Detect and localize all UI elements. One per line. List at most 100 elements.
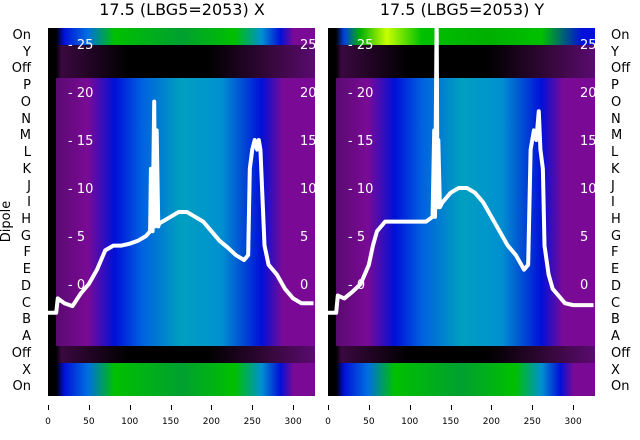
heatmap-x: - 25 25 - 20 20 - 15 15 - 10 10 - 5 5 - 0 0 — [48, 28, 315, 396]
inner-ytick-label: - 20 — [68, 86, 93, 101]
row-label: P — [611, 78, 619, 94]
band-on-top — [48, 28, 315, 45]
inner-ytick-label: - 20 — [348, 86, 373, 101]
xtick-label: 250 — [243, 417, 261, 427]
xtick-label: 100 — [401, 417, 419, 427]
xtick-mark — [252, 405, 254, 410]
row-label: O — [20, 94, 31, 110]
xtick-label: 300 — [564, 417, 582, 427]
row-label: On — [12, 28, 31, 43]
row-label: J — [27, 178, 31, 194]
row-label: C — [611, 295, 621, 311]
inner-ytick-label-right: 0 — [300, 278, 308, 293]
inner-ytick-label-right: 25 — [300, 38, 315, 53]
inner-ytick-label: - 5 — [68, 230, 85, 245]
band-on-bottom — [48, 362, 315, 396]
orbit-line — [328, 28, 594, 315]
inner-ytick-label-right: 10 — [300, 182, 315, 197]
row-label: K — [611, 161, 620, 177]
xtick-mark — [368, 405, 370, 410]
row-label: H — [21, 212, 31, 227]
row-label: B — [22, 312, 31, 328]
xtick-mark — [129, 405, 131, 410]
xtick-mark — [328, 405, 329, 410]
xtick-label: 200 — [482, 417, 500, 427]
row-label: L — [611, 145, 619, 161]
row-label: X — [22, 362, 31, 378]
inner-ytick-label-right: 15 — [300, 134, 315, 149]
xtick-mark — [532, 405, 534, 410]
xtick-label: 50 — [363, 417, 375, 427]
row-label: Y — [611, 44, 619, 60]
inner-ytick-label: - 0 — [68, 278, 85, 293]
inner-ytick-label: - 15 — [68, 134, 93, 149]
row-label: Off — [11, 345, 31, 361]
inner-ytick-label-right: 20 — [580, 86, 595, 101]
xtick-label: 150 — [441, 417, 460, 427]
xtick-mark — [573, 405, 575, 410]
inner-ytick-label-right: 25 — [580, 38, 595, 53]
row-label: E — [22, 262, 31, 278]
inner-ytick-label-right: 15 — [580, 134, 595, 149]
row-label: D — [611, 278, 622, 294]
inner-ytick-label: - 5 — [348, 230, 365, 245]
xtick-label: 50 — [83, 417, 95, 427]
row-label: Off — [11, 61, 31, 77]
row-label: M — [19, 128, 31, 144]
xtick-mark — [48, 405, 49, 410]
row-label: L — [23, 145, 31, 161]
xtick-label: 0 — [45, 417, 51, 427]
row-label: J — [611, 178, 615, 194]
row-label: On — [611, 379, 630, 395]
title-x: 17.5 (LBG5=2053) X — [99, 0, 265, 19]
row-label: H — [611, 212, 621, 227]
band-off-top — [328, 44, 595, 79]
row-label: B — [611, 312, 620, 328]
xtick-mark — [211, 405, 213, 410]
band-on-top — [328, 28, 595, 45]
xtick-mark — [88, 405, 90, 410]
xtick-mark — [170, 405, 172, 410]
xtick-label: 200 — [202, 417, 220, 427]
row-label: C — [21, 295, 31, 311]
inner-ytick-label: - 10 — [68, 182, 93, 197]
orbit-line — [48, 99, 314, 315]
row-label: Off — [611, 345, 631, 361]
xtick-label: 300 — [284, 417, 302, 427]
xtick-label: 0 — [325, 417, 331, 427]
band-dipoles — [328, 78, 595, 346]
xtick-mark — [491, 405, 493, 410]
row-label: P — [23, 78, 31, 94]
row-label: N — [611, 111, 621, 127]
xtick-mark — [450, 405, 452, 410]
inner-ytick-label-right: 20 — [300, 86, 315, 101]
inner-ytick-label-right: 0 — [580, 278, 588, 293]
row-label: I — [27, 195, 31, 211]
row-label: I — [611, 195, 615, 211]
row-label: On — [611, 28, 630, 43]
row-label: G — [20, 228, 31, 244]
row-label: F — [23, 245, 31, 261]
xtick-label: 100 — [121, 417, 139, 427]
row-label: A — [611, 329, 620, 345]
row-label: Off — [611, 61, 631, 77]
xtick-mark — [293, 405, 295, 410]
row-label: K — [22, 161, 31, 177]
inner-ytick-label: - 25 — [348, 38, 373, 53]
row-label: O — [611, 94, 622, 110]
band-on-bottom — [328, 362, 595, 396]
inner-ytick-label: - 25 — [68, 38, 93, 53]
row-label: X — [611, 362, 620, 378]
row-label: G — [611, 228, 622, 244]
row-label: On — [12, 379, 31, 395]
xtick-label: 150 — [161, 417, 180, 427]
band-off-bottom — [328, 345, 595, 363]
xtick-label: 250 — [523, 417, 541, 427]
row-label: M — [611, 128, 623, 144]
row-label: N — [21, 111, 31, 127]
row-label: A — [22, 329, 31, 345]
band-off-bottom — [48, 345, 315, 363]
xtick-mark — [409, 405, 411, 410]
inner-ytick-label-right: 10 — [580, 182, 595, 197]
